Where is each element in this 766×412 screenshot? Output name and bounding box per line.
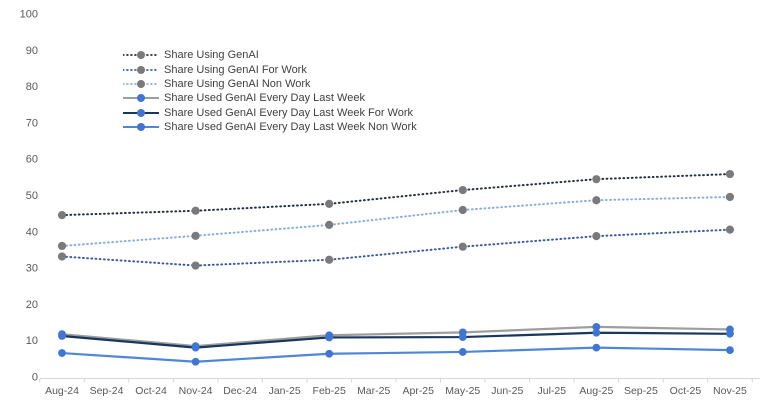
legend-label: Share Using GenAI: [164, 49, 259, 62]
y-axis-tick-label: 20: [26, 299, 38, 311]
legend-item-share-using-genai-non-work: Share Using GenAI Non Work: [123, 77, 417, 91]
x-axis-tick-label: Jul-25: [538, 385, 567, 397]
y-axis-tick-label: 10: [26, 335, 38, 347]
legend-label: Share Using GenAI Non Work: [164, 77, 311, 90]
y-axis-tick-label: 70: [26, 117, 38, 129]
legend-marker: [137, 123, 145, 132]
y-axis-tick-label: 90: [26, 45, 38, 57]
y-axis-tick-label: 30: [26, 263, 38, 275]
solid-line-blue-marker-icon: [123, 94, 159, 103]
solid-line-blue-marker-icon: [123, 108, 159, 117]
series-line: [61, 228, 731, 267]
data-point-marker: [592, 196, 601, 205]
data-point-marker: [458, 348, 467, 356]
data-point-marker: [458, 185, 467, 195]
legend-marker: [137, 108, 145, 117]
y-axis-tick-label: 40: [26, 226, 38, 238]
data-point-marker: [458, 205, 467, 215]
data-point-marker: [592, 323, 601, 331]
dotted-line-gray-marker-icon: [123, 65, 159, 74]
data-point-marker: [325, 220, 334, 230]
legend-label: Share Used GenAI Every Day Last Week Non…: [164, 121, 417, 134]
y-axis-tick-label: 60: [26, 154, 38, 166]
x-axis-tick-label: Nov-24: [179, 385, 213, 397]
data-point-marker: [726, 329, 734, 338]
data-point-marker: [726, 346, 734, 355]
legend-label: Share Using GenAI For Work: [164, 63, 307, 76]
dotted-line-gray-marker-icon: [123, 79, 159, 88]
x-axis-tick-label: Mar-25: [357, 385, 390, 397]
chart-legend: Share Using GenAI Share Using GenAI For …: [123, 48, 417, 134]
dotted-line-gray-marker-icon: [123, 51, 159, 60]
legend-marker: [137, 79, 145, 88]
y-axis-tick-label: 0: [32, 372, 38, 384]
data-point-marker: [191, 343, 200, 352]
y-axis-tick-label: 80: [26, 81, 38, 93]
data-point-marker: [57, 211, 67, 220]
y-axis-tick-label: 100: [20, 9, 38, 21]
x-axis-tick-label: May-25: [445, 385, 480, 397]
data-point-marker: [592, 328, 601, 337]
data-point-marker: [325, 255, 334, 264]
legend-item-used-every-day-for-work: Share Used GenAI Every Day Last Week For…: [123, 106, 417, 120]
x-axis-tick-label: Aug-25: [579, 385, 613, 397]
data-point-marker: [325, 349, 334, 358]
x-axis-tick-label: Sep-25: [624, 385, 658, 397]
x-axis-tick-label: Dec-24: [223, 385, 257, 397]
x-axis-tick-label: Jan-25: [269, 385, 301, 397]
x-axis-tick-label: Nov-25: [713, 385, 747, 397]
x-axis-tick-label: Oct-24: [135, 385, 167, 397]
x-axis-tick-label: Apr-25: [402, 385, 434, 397]
data-point-marker: [325, 333, 334, 342]
data-point-marker: [58, 349, 66, 357]
data-point-marker: [592, 232, 601, 241]
data-point-marker: [458, 333, 467, 341]
data-point-marker: [57, 241, 67, 251]
y-axis-tick-label: 50: [26, 190, 38, 202]
data-point-marker: [725, 225, 735, 234]
series-line: [61, 195, 731, 247]
x-axis-tick-label: Aug-24: [45, 385, 79, 397]
data-point-marker: [458, 242, 467, 251]
legend-marker: [137, 65, 145, 74]
legend-item-used-every-day: Share Used GenAI Every Day Last Week: [123, 91, 417, 105]
solid-line-blue-marker-icon: [123, 123, 159, 132]
data-point-marker: [592, 175, 601, 184]
data-point-marker: [325, 199, 334, 208]
data-point-marker: [191, 231, 200, 240]
x-axis-tick-label: Oct-25: [670, 385, 702, 397]
legend-label: Share Used GenAI Every Day Last Week For…: [164, 106, 414, 119]
data-point-marker: [725, 169, 735, 179]
data-point-marker: [592, 343, 601, 352]
data-point-marker: [58, 332, 66, 340]
legend-label: Share Used GenAI Every Day Last Week: [164, 92, 365, 105]
data-point-marker: [191, 206, 200, 215]
legend-marker: [137, 94, 145, 103]
legend-item-used-every-day-non-work: Share Used GenAI Every Day Last Week Non…: [123, 120, 417, 134]
data-point-marker: [191, 357, 200, 366]
series-line: [60, 325, 732, 348]
x-axis-tick-label: Jun-25: [491, 385, 523, 397]
series-line: [60, 346, 732, 363]
series-line: [61, 173, 731, 217]
series-line: [60, 331, 732, 349]
data-point-marker: [191, 261, 200, 270]
data-point-marker: [725, 192, 735, 202]
legend-item-share-using-genai: Share Using GenAI: [123, 48, 417, 62]
legend-marker: [137, 51, 145, 60]
x-axis-tick-label: Feb-25: [313, 385, 346, 397]
legend-item-share-using-genai-for-work: Share Using GenAI For Work: [123, 62, 417, 76]
data-point-marker: [57, 252, 67, 261]
x-axis-tick-label: Sep-24: [90, 385, 124, 397]
